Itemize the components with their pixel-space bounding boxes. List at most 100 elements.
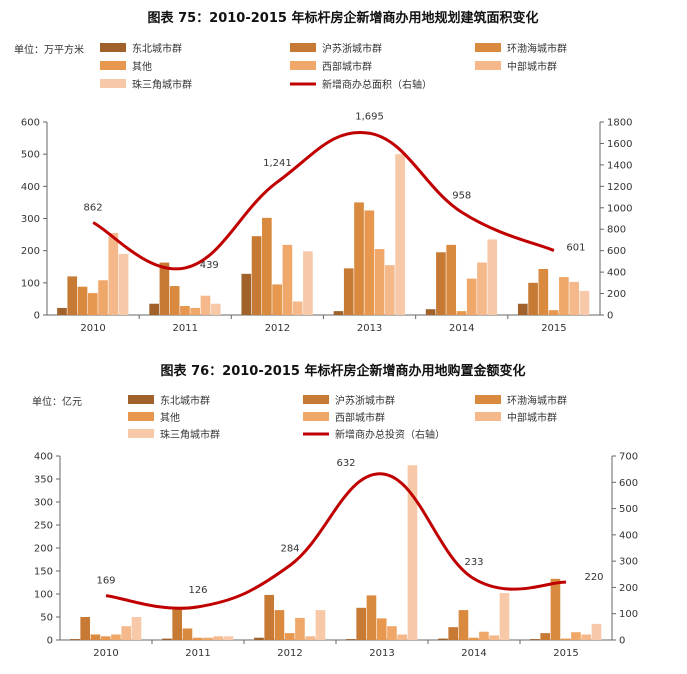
chart2-bar — [499, 593, 510, 640]
chart1-bar — [395, 154, 405, 315]
chart1-legend-swatch — [290, 43, 316, 52]
chart2-bar — [162, 638, 172, 640]
chart2-bar — [182, 628, 193, 640]
chart1-bar — [446, 244, 457, 315]
chart1-line-data-label: 1,695 — [355, 111, 384, 122]
chart1-bar — [303, 251, 313, 315]
chart2-bar — [192, 637, 203, 640]
chart1-bar — [251, 236, 262, 315]
chart1-y2-tick-label: 1200 — [607, 182, 632, 193]
chart1-bar — [262, 217, 272, 315]
chart2-bar — [111, 634, 121, 640]
chart1-y2-tick-label: 1800 — [607, 118, 632, 129]
chart2-plot: 0 50 100 150 200 250 300 350 400 0 100 200 300 400 500… — [34, 452, 638, 660]
chart1-bar — [118, 253, 129, 315]
chart1-bar — [241, 273, 252, 315]
chart2-legend-swatch — [128, 412, 154, 421]
chart2-bar — [550, 578, 561, 640]
chart2-x-tick-label: 2012 — [277, 648, 302, 659]
chart1-bar — [548, 310, 559, 315]
chart2-bar — [407, 465, 418, 640]
chart1-bar — [272, 284, 282, 315]
chart1-bar — [57, 307, 67, 315]
chart1-bar — [579, 290, 590, 315]
chart1-x-tick-label: 2015 — [541, 323, 566, 334]
chart2-legend-label: 东北城市群 — [160, 394, 210, 407]
chart2-total-line — [105, 472, 567, 610]
chart2-bar — [315, 610, 326, 640]
chart2-legend-label: 环渤海城市群 — [507, 394, 567, 407]
chart2-bar — [254, 637, 264, 640]
chart1-bar — [292, 301, 303, 315]
chart2-title: 图表 76：2010-2015 年标杆房企新增商办用地购置金额变化 — [161, 363, 526, 379]
chart2-y2-tick-label: 600 — [619, 478, 638, 489]
chart2-bar — [223, 636, 234, 640]
chart1-x-tick-label: 2011 — [173, 323, 198, 334]
chart2-bar — [70, 639, 80, 640]
chart2-bar — [131, 617, 142, 640]
chart2-legend-swatch — [303, 395, 329, 404]
chart1-bar — [200, 295, 211, 315]
chart2-y2-tick-label: 500 — [619, 504, 638, 515]
chart1-line-data-label: 862 — [84, 203, 103, 214]
chart2-y-tick-label: 200 — [34, 544, 53, 555]
chart2-line-data-label: 169 — [96, 576, 115, 587]
chart1-bar — [384, 265, 395, 315]
chart1-legend-swatch — [100, 79, 126, 88]
chart1-legend-label: 中部城市群 — [507, 60, 557, 73]
chart2-bar — [356, 607, 367, 640]
chart2-bar — [438, 638, 448, 640]
chart2-legend-label: 中部城市群 — [507, 411, 557, 424]
chart1-line-data-label: 1,241 — [263, 158, 292, 169]
chart1-bar — [517, 303, 528, 315]
chart2-bar — [274, 610, 285, 640]
chart1-legend-label: 西部城市群 — [322, 60, 372, 73]
chart2-bar — [80, 617, 91, 640]
chart2-bar — [284, 633, 295, 640]
chart2-line-data-label: 632 — [336, 458, 355, 469]
chart1-y2-tick-label: 0 — [607, 311, 613, 322]
chart2-y2-tick-label: 100 — [619, 609, 638, 620]
chart2-y-tick-label: 150 — [34, 567, 53, 578]
chart2-y-tick-label: 250 — [34, 521, 53, 532]
chart2-legend-swatch — [128, 429, 154, 438]
chart1-legend-label: 其他 — [132, 60, 152, 73]
chart1-y-tick-label: 600 — [21, 118, 40, 129]
chart1-total-line — [92, 130, 555, 271]
chart2-y-tick-label: 350 — [34, 475, 53, 486]
chart1-legend-label: 东北城市群 — [132, 42, 182, 55]
chart1-y-tick-label: 200 — [21, 246, 40, 257]
chart1-legend-swatch — [475, 61, 501, 70]
chart1-bar — [528, 282, 538, 315]
chart1-bar — [559, 277, 569, 315]
chart2-bar — [346, 639, 356, 640]
chart1-legend-swatch — [100, 43, 126, 52]
chart1-bar — [374, 249, 385, 315]
chart1-y-tick-label: 100 — [21, 278, 40, 289]
chart1-bar — [364, 210, 375, 315]
chart2-x-tick-label: 2015 — [553, 648, 578, 659]
chart2-bar — [295, 617, 305, 640]
chart1-line-data-label: 439 — [200, 260, 219, 271]
chart1-bar — [343, 268, 354, 315]
chart2-y2-tick-label: 200 — [619, 583, 638, 594]
chart2-bar — [172, 606, 183, 640]
chart2-y-tick-label: 300 — [34, 498, 53, 509]
chart2-y2-tick-label: 300 — [619, 557, 638, 568]
chart1-line-data-label: 958 — [452, 190, 471, 201]
chart2-line-data-label: 233 — [464, 557, 483, 568]
chart1-plot: 0 100 200 300 400 500 600 0 200 400 600 800 1000 1200… — [21, 111, 633, 334]
chart1-y2-tick-label: 800 — [607, 225, 626, 236]
chart2-bar — [581, 634, 592, 640]
chart2-bar — [213, 636, 224, 640]
chart1-bar — [149, 303, 159, 315]
chart2-bar — [540, 633, 551, 640]
chart1-legend-swatch — [100, 61, 126, 70]
chart2-bar — [448, 627, 459, 640]
chart2-y-tick-label: 50 — [40, 613, 53, 624]
chart1-legend-label: 珠三角城市群 — [132, 78, 192, 91]
chart1-y-tick-label: 400 — [21, 182, 40, 193]
chart2-bar — [489, 635, 500, 640]
